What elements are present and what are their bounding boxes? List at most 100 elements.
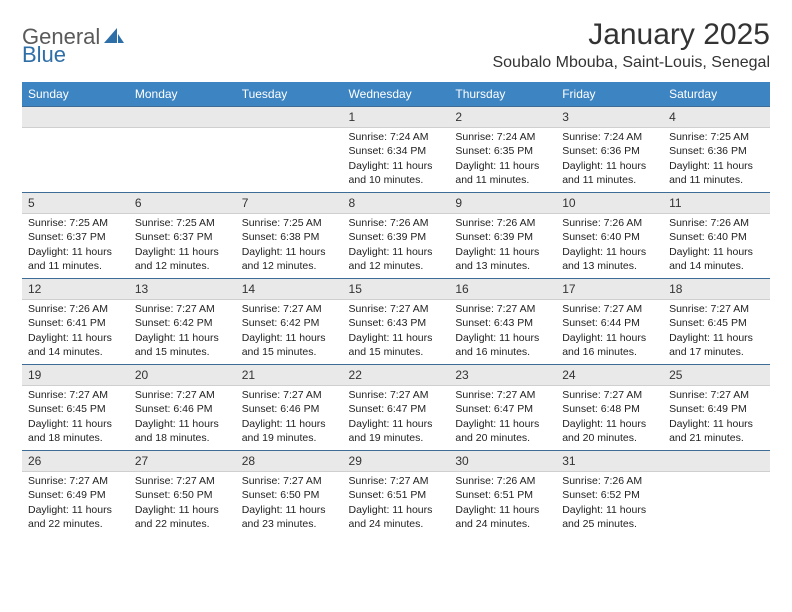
day-body: Sunrise: 7:26 AMSunset: 6:39 PMDaylight:…: [343, 214, 450, 277]
day-number: 6: [129, 193, 236, 213]
sunset-text: Sunset: 6:38 PM: [242, 230, 337, 244]
sunrise-text: Sunrise: 7:27 AM: [669, 302, 764, 316]
calendar-day-cell: 3Sunrise: 7:24 AMSunset: 6:36 PMDaylight…: [556, 106, 663, 192]
daylight-text: Daylight: 11 hours and 25 minutes.: [562, 503, 657, 531]
daylight-text: Daylight: 11 hours and 19 minutes.: [349, 417, 444, 445]
calendar-day-cell: 17Sunrise: 7:27 AMSunset: 6:44 PMDayligh…: [556, 278, 663, 364]
sunrise-text: Sunrise: 7:27 AM: [135, 302, 230, 316]
day-number-strip: 16: [449, 278, 556, 300]
day-number: 8: [343, 193, 450, 213]
weekday-header: Monday: [129, 82, 236, 106]
location-subtitle: Soubalo Mbouba, Saint-Louis, Senegal: [492, 54, 770, 72]
day-body: Sunrise: 7:24 AMSunset: 6:36 PMDaylight:…: [556, 128, 663, 191]
day-number: 16: [449, 279, 556, 299]
day-number-strip: 31: [556, 450, 663, 472]
day-number: 18: [663, 279, 770, 299]
day-number-strip: 18: [663, 278, 770, 300]
day-body: Sunrise: 7:27 AMSunset: 6:48 PMDaylight:…: [556, 386, 663, 449]
brand-part2: Blue: [22, 42, 66, 67]
calendar-day-cell: 7Sunrise: 7:25 AMSunset: 6:38 PMDaylight…: [236, 192, 343, 278]
day-number: 7: [236, 193, 343, 213]
calendar-day-cell: 2Sunrise: 7:24 AMSunset: 6:35 PMDaylight…: [449, 106, 556, 192]
daylight-text: Daylight: 11 hours and 23 minutes.: [242, 503, 337, 531]
day-number: 9: [449, 193, 556, 213]
day-number-strip: 24: [556, 364, 663, 386]
sunrise-text: Sunrise: 7:26 AM: [455, 474, 550, 488]
sunrise-text: Sunrise: 7:27 AM: [349, 302, 444, 316]
sunset-text: Sunset: 6:37 PM: [135, 230, 230, 244]
day-number: 19: [22, 365, 129, 385]
calendar-day-cell: 28Sunrise: 7:27 AMSunset: 6:50 PMDayligh…: [236, 450, 343, 536]
sunset-text: Sunset: 6:46 PM: [135, 402, 230, 416]
day-number: 10: [556, 193, 663, 213]
day-number-strip: 20: [129, 364, 236, 386]
sunset-text: Sunset: 6:45 PM: [28, 402, 123, 416]
daylight-text: Daylight: 11 hours and 11 minutes.: [455, 159, 550, 187]
weekday-header: Sunday: [22, 82, 129, 106]
day-body: [22, 128, 129, 134]
daylight-text: Daylight: 11 hours and 22 minutes.: [28, 503, 123, 531]
sunrise-text: Sunrise: 7:27 AM: [669, 388, 764, 402]
day-body: Sunrise: 7:27 AMSunset: 6:45 PMDaylight:…: [22, 386, 129, 449]
day-body: [663, 472, 770, 478]
weekday-header: Saturday: [663, 82, 770, 106]
day-body: Sunrise: 7:26 AMSunset: 6:40 PMDaylight:…: [663, 214, 770, 277]
day-body: Sunrise: 7:25 AMSunset: 6:37 PMDaylight:…: [22, 214, 129, 277]
calendar-day-cell: 9Sunrise: 7:26 AMSunset: 6:39 PMDaylight…: [449, 192, 556, 278]
day-number: 22: [343, 365, 450, 385]
calendar-day-cell: 1Sunrise: 7:24 AMSunset: 6:34 PMDaylight…: [343, 106, 450, 192]
daylight-text: Daylight: 11 hours and 10 minutes.: [349, 159, 444, 187]
title-block: January 2025 Soubalo Mbouba, Saint-Louis…: [492, 18, 770, 72]
sunset-text: Sunset: 6:40 PM: [562, 230, 657, 244]
calendar-week-row: ...1Sunrise: 7:24 AMSunset: 6:34 PMDayli…: [22, 106, 770, 192]
daylight-text: Daylight: 11 hours and 18 minutes.: [28, 417, 123, 445]
calendar-day-cell: 16Sunrise: 7:27 AMSunset: 6:43 PMDayligh…: [449, 278, 556, 364]
calendar-day-cell: 10Sunrise: 7:26 AMSunset: 6:40 PMDayligh…: [556, 192, 663, 278]
day-body: Sunrise: 7:27 AMSunset: 6:42 PMDaylight:…: [129, 300, 236, 363]
calendar-day-cell: .: [663, 450, 770, 536]
day-number-strip: 13: [129, 278, 236, 300]
sunrise-text: Sunrise: 7:25 AM: [28, 216, 123, 230]
day-number-strip: 11: [663, 192, 770, 214]
calendar-day-cell: 8Sunrise: 7:26 AMSunset: 6:39 PMDaylight…: [343, 192, 450, 278]
daylight-text: Daylight: 11 hours and 11 minutes.: [28, 245, 123, 273]
day-body: Sunrise: 7:27 AMSunset: 6:50 PMDaylight:…: [236, 472, 343, 535]
day-number: 15: [343, 279, 450, 299]
sunrise-text: Sunrise: 7:27 AM: [28, 474, 123, 488]
weekday-header: Thursday: [449, 82, 556, 106]
weekday-header: Wednesday: [343, 82, 450, 106]
day-number-strip: 26: [22, 450, 129, 472]
weekday-header: Friday: [556, 82, 663, 106]
sunrise-text: Sunrise: 7:24 AM: [455, 130, 550, 144]
day-number-strip: 7: [236, 192, 343, 214]
daylight-text: Daylight: 11 hours and 20 minutes.: [455, 417, 550, 445]
day-number-strip: 5: [22, 192, 129, 214]
calendar-week-row: 5Sunrise: 7:25 AMSunset: 6:37 PMDaylight…: [22, 192, 770, 278]
calendar-day-cell: 22Sunrise: 7:27 AMSunset: 6:47 PMDayligh…: [343, 364, 450, 450]
calendar-day-cell: 29Sunrise: 7:27 AMSunset: 6:51 PMDayligh…: [343, 450, 450, 536]
sunset-text: Sunset: 6:52 PM: [562, 488, 657, 502]
month-title: January 2025: [492, 18, 770, 52]
day-number-strip: 22: [343, 364, 450, 386]
day-body: Sunrise: 7:27 AMSunset: 6:47 PMDaylight:…: [343, 386, 450, 449]
calendar-week-row: 12Sunrise: 7:26 AMSunset: 6:41 PMDayligh…: [22, 278, 770, 364]
day-number: 28: [236, 451, 343, 471]
calendar-day-cell: 30Sunrise: 7:26 AMSunset: 6:51 PMDayligh…: [449, 450, 556, 536]
day-number-strip: 17: [556, 278, 663, 300]
sunset-text: Sunset: 6:43 PM: [349, 316, 444, 330]
day-number-strip: 10: [556, 192, 663, 214]
sunset-text: Sunset: 6:50 PM: [135, 488, 230, 502]
calendar-day-cell: 25Sunrise: 7:27 AMSunset: 6:49 PMDayligh…: [663, 364, 770, 450]
day-number-strip: 4: [663, 106, 770, 128]
day-body: Sunrise: 7:27 AMSunset: 6:46 PMDaylight:…: [236, 386, 343, 449]
day-body: [129, 128, 236, 134]
daylight-text: Daylight: 11 hours and 12 minutes.: [242, 245, 337, 273]
day-number-strip: .: [236, 106, 343, 128]
sunset-text: Sunset: 6:43 PM: [455, 316, 550, 330]
daylight-text: Daylight: 11 hours and 15 minutes.: [135, 331, 230, 359]
calendar-week-row: 26Sunrise: 7:27 AMSunset: 6:49 PMDayligh…: [22, 450, 770, 536]
day-body: Sunrise: 7:24 AMSunset: 6:34 PMDaylight:…: [343, 128, 450, 191]
sunset-text: Sunset: 6:44 PM: [562, 316, 657, 330]
day-body: Sunrise: 7:27 AMSunset: 6:50 PMDaylight:…: [129, 472, 236, 535]
sunset-text: Sunset: 6:35 PM: [455, 144, 550, 158]
